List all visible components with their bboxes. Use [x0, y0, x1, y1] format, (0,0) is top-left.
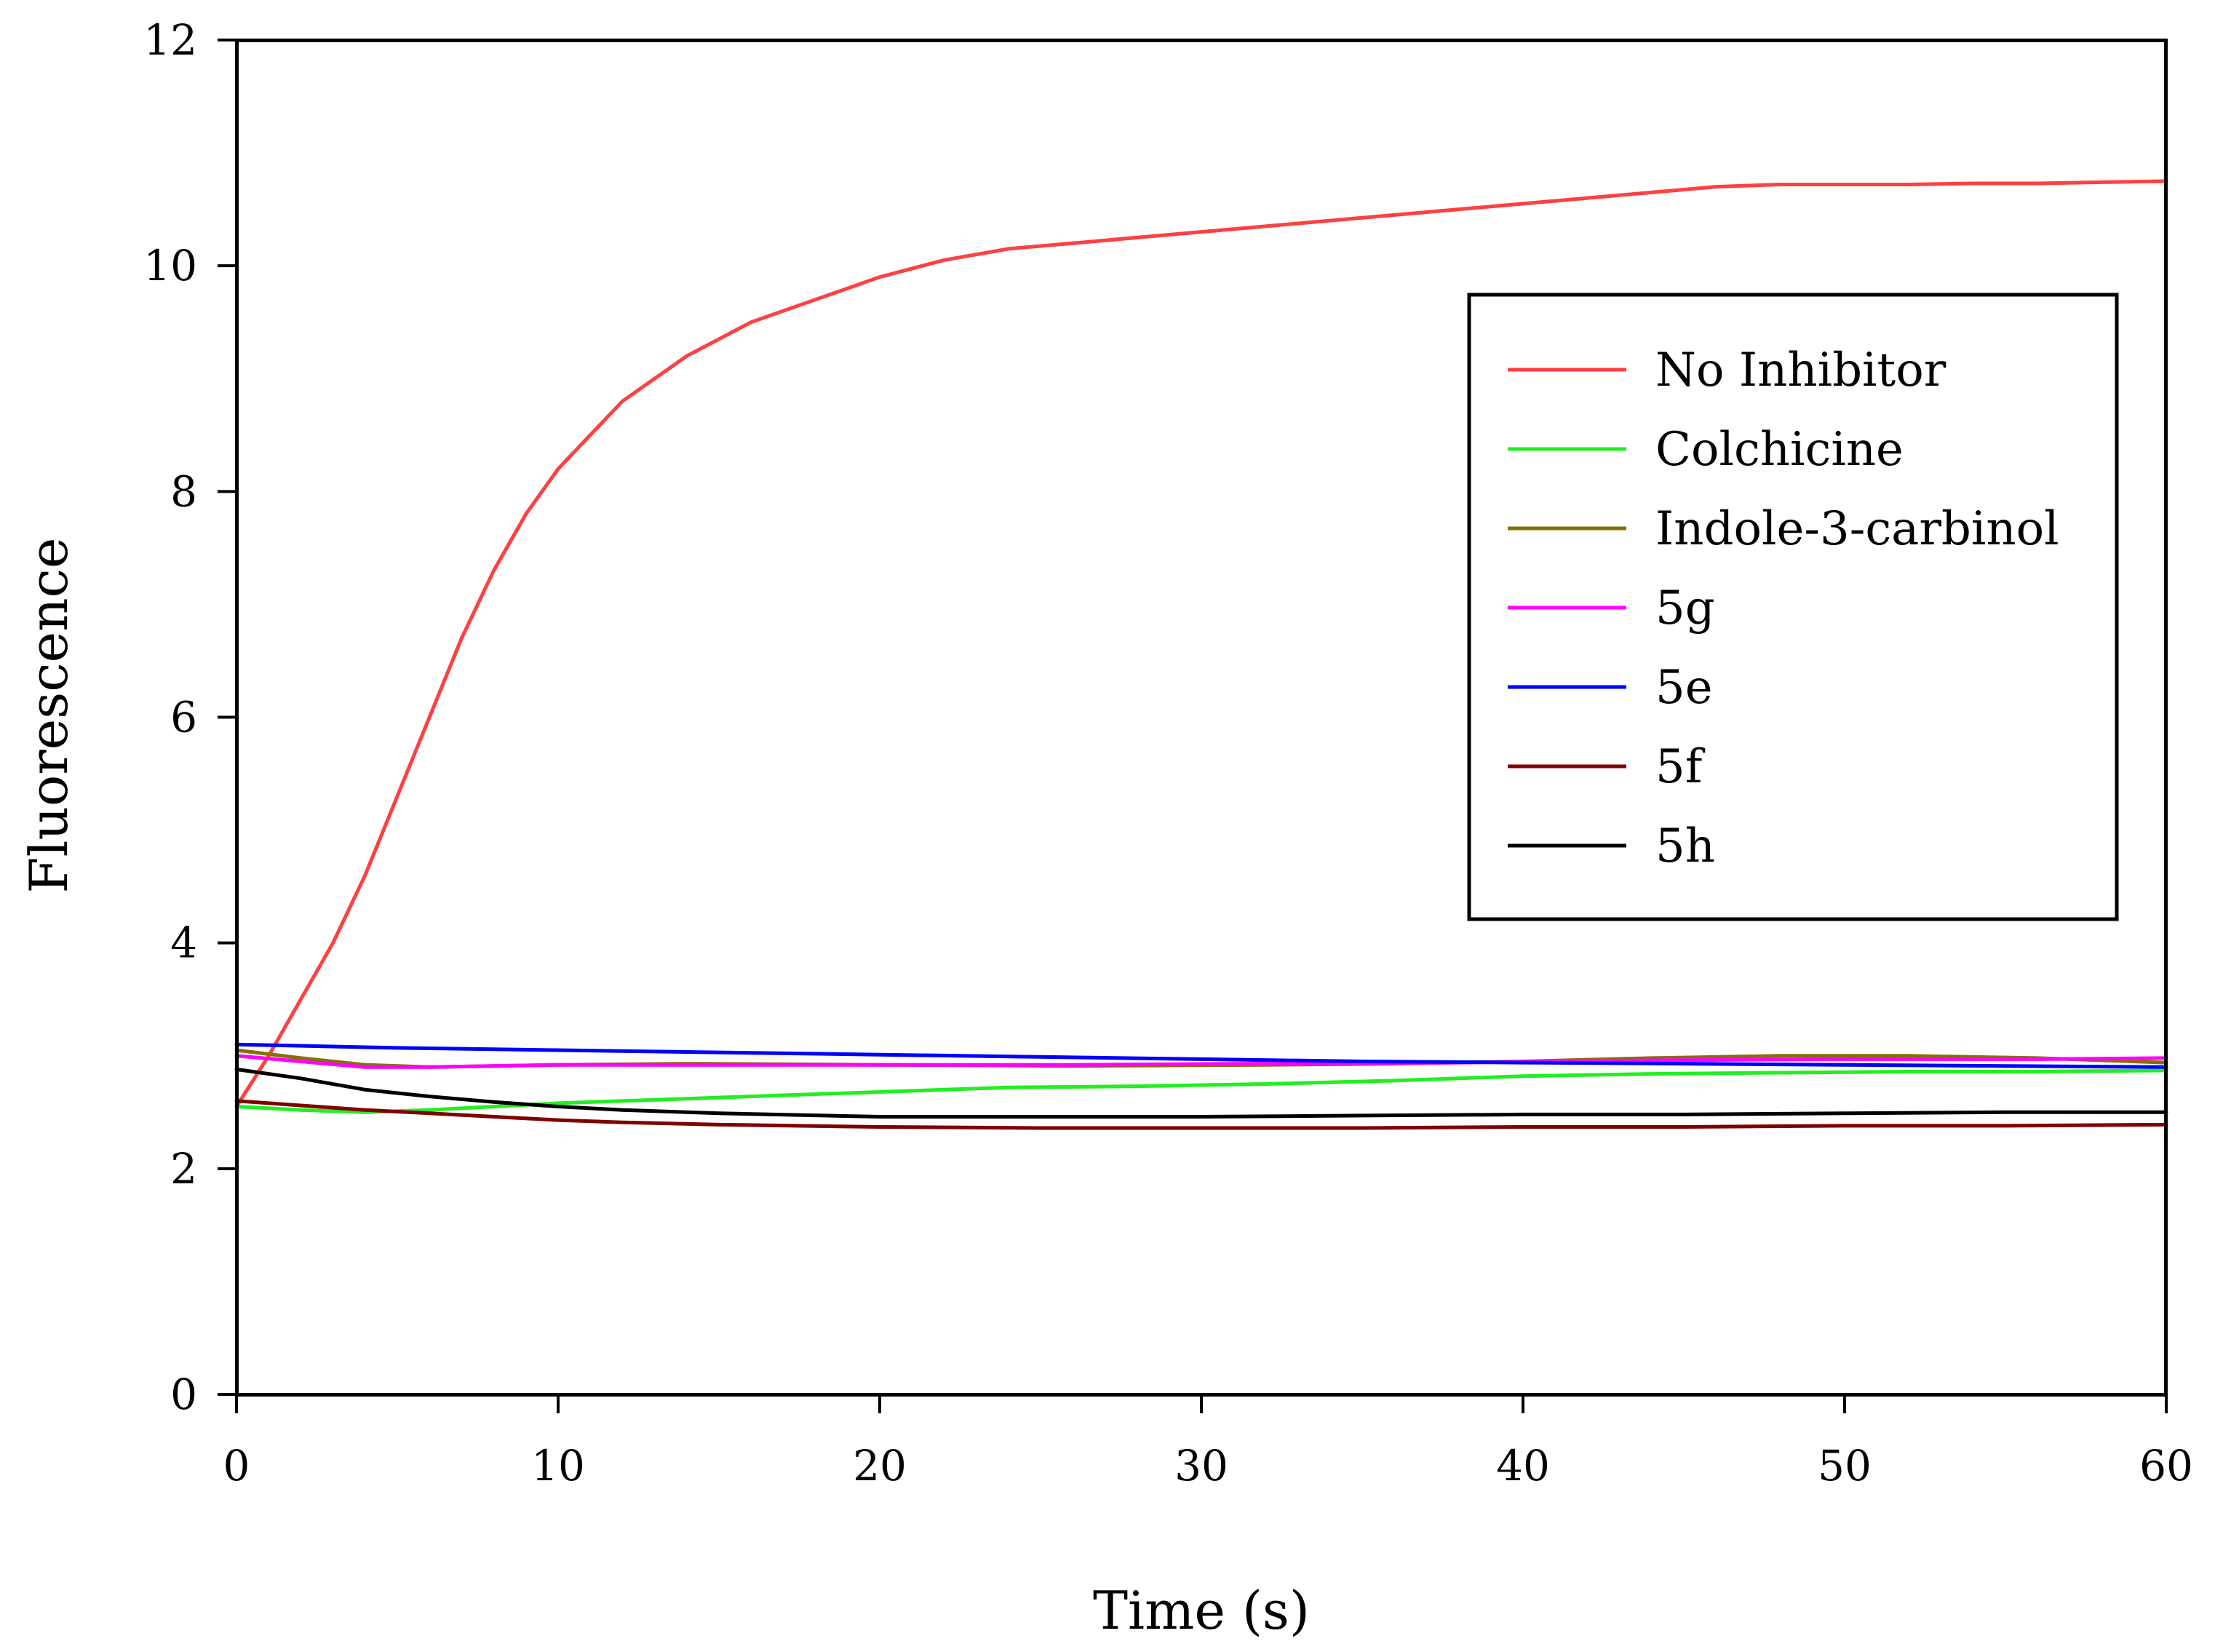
y-tick-label: 0 [170, 1370, 197, 1419]
x-tick-label: 60 [2139, 1441, 2193, 1490]
x-tick-label: 20 [853, 1441, 907, 1490]
y-tick-label: 8 [170, 466, 197, 516]
series-layer [234, 179, 2168, 1130]
x-tick-label: 0 [223, 1441, 250, 1490]
series-line-no-inhibitor [234, 179, 2168, 1108]
legend-label-5g: 5g [1655, 581, 1715, 635]
x-tick-label: 40 [1496, 1441, 1550, 1490]
y-tick-label: 12 [143, 15, 197, 65]
legend-label-indole-3-carbinol: Indole-3-carbinol [1655, 502, 2059, 556]
x-tick-label: 50 [1818, 1441, 1872, 1490]
series-line-5f [234, 1099, 2168, 1130]
y-axis-title: Fluorescence [18, 538, 79, 894]
y-tick-label: 10 [143, 241, 197, 290]
x-axis-title: Time (s) [1093, 1580, 1310, 1641]
legend-label-5f: 5f [1655, 740, 1706, 794]
series-line-5h [234, 1067, 2168, 1119]
x-axis-ticks: 0 10 20 30 40 50 60 [223, 1394, 2193, 1490]
y-tick-label: 4 [170, 918, 197, 968]
y-tick-label: 6 [170, 693, 197, 742]
series-line-5g [234, 1054, 2168, 1069]
y-tick-label: 2 [170, 1144, 197, 1194]
legend-label-no-inhibitor: No Inhibitor [1655, 343, 1946, 397]
legend-label-colchicine: Colchicine [1655, 423, 1904, 477]
x-tick-label: 10 [531, 1441, 585, 1490]
legend: No Inhibitor Colchicine Indole-3-carbinol 5… [1467, 293, 2119, 921]
legend-label-5e: 5e [1655, 661, 1713, 715]
y-axis-ticks: 0 2 4 6 8 10 12 [143, 15, 236, 1419]
legend-label-5h: 5h [1655, 819, 1715, 873]
series-line-5e [234, 1042, 2168, 1069]
x-tick-label: 30 [1174, 1441, 1228, 1490]
